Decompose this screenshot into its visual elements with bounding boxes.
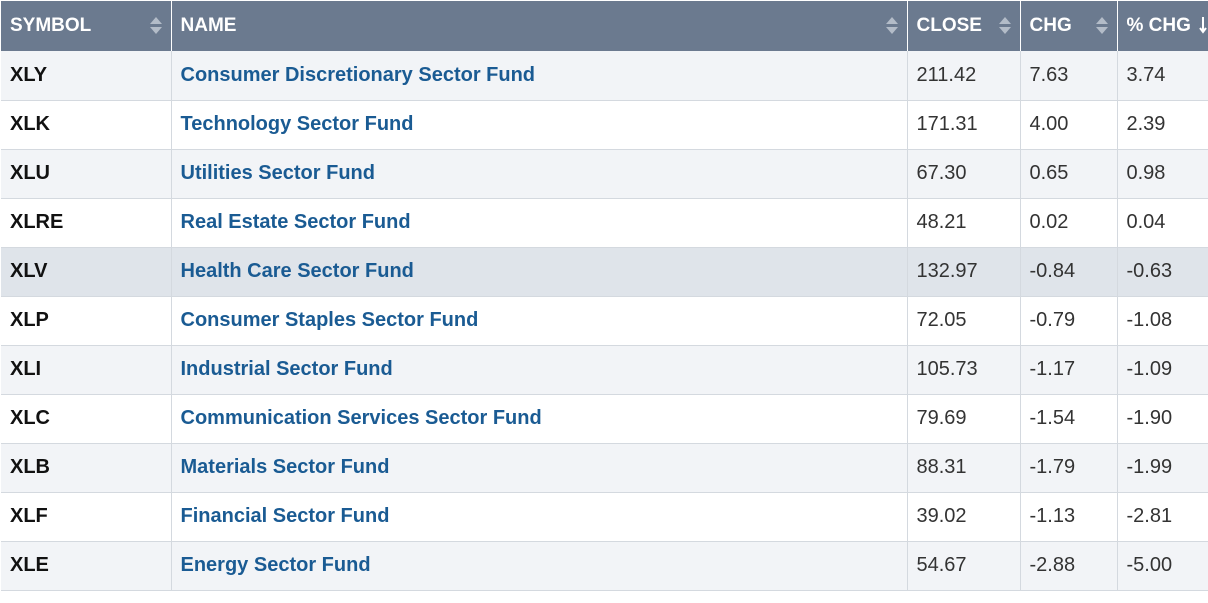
name-cell: Real Estate Sector Fund [171,198,908,247]
symbol-cell: XLV [1,247,172,296]
name-cell: Materials Sector Fund [171,443,908,492]
fund-name-link[interactable]: Consumer Discretionary Sector Fund [180,63,536,86]
sector-funds-table: SYMBOL NAME CLOSE CHG % CHG [1,1,1208,591]
fund-name-link[interactable]: Technology Sector Fund [180,113,414,135]
close-cell: 132.97 [907,247,1021,296]
pct-chg-cell: -1.90 [1117,394,1208,443]
chg-cell: 0.02 [1020,198,1118,247]
column-header-label: % CHG [1126,15,1191,36]
column-header-label: NAME [180,15,237,36]
close-cell: 88.31 [907,443,1021,492]
table-row[interactable]: XLP Consumer Staples Sector Fund 72.05 -0.7… [1,296,1208,345]
name-cell: Technology Sector Fund [171,100,908,149]
close-cell: 105.73 [907,345,1021,394]
name-cell: Financial Sector Fund [171,492,908,541]
column-header-label: CHG [1029,15,1072,36]
name-cell: Industrial Sector Fund [171,345,908,394]
column-header-pct-chg[interactable]: % CHG [1117,1,1208,51]
close-cell: 39.02 [907,492,1021,541]
fund-name-link[interactable]: Energy Sector Fund [180,554,371,576]
symbol-cell: XLU [1,149,172,198]
close-cell: 72.05 [907,296,1021,345]
table-row[interactable]: XLU Utilities Sector Fund 67.30 0.65 0.98 [1,149,1208,198]
sort-both-icon[interactable] [998,17,1011,35]
table-row[interactable]: XLC Communication Services Sector Fund 79.… [1,394,1208,443]
fund-name-link[interactable]: Materials Sector Fund [180,456,390,478]
column-header-symbol[interactable]: SYMBOL [1,1,172,51]
name-cell: Consumer Discretionary Sector Fund [171,51,908,100]
column-header-chg[interactable]: CHG [1020,1,1118,51]
sort-both-icon[interactable] [1095,17,1108,35]
chg-cell: -1.54 [1020,394,1118,443]
table-row[interactable]: XLK Technology Sector Fund 171.31 4.00 2.39 [1,100,1208,149]
close-cell: 67.30 [907,149,1021,198]
close-cell: 48.21 [907,198,1021,247]
chg-cell: 7.63 [1020,51,1118,100]
fund-name-link[interactable]: Real Estate Sector Fund [180,211,411,233]
table-row[interactable]: XLB Materials Sector Fund 88.31 -1.79 -1.99 [1,443,1208,492]
pct-chg-cell: -1.99 [1117,443,1208,492]
symbol-cell: XLRE [1,198,172,247]
fund-name-link[interactable]: Industrial Sector Fund [180,358,393,380]
pct-chg-cell: -0.63 [1117,247,1208,296]
sort-descending-icon[interactable] [1199,15,1208,35]
name-cell: Energy Sector Fund [171,541,908,590]
table-row[interactable]: XLE Energy Sector Fund 54.67 -2.88 -5.00 [1,541,1208,590]
table-row[interactable]: XLI Industrial Sector Fund 105.73 -1.17 -1.0… [1,345,1208,394]
pct-chg-cell: 0.98 [1117,149,1208,198]
table-row[interactable]: XLRE Real Estate Sector Fund 48.21 0.02 0.04 [1,198,1208,247]
fund-name-link[interactable]: Consumer Staples Sector Fund [180,309,479,331]
symbol-cell: XLY [1,51,172,100]
symbol-cell: XLK [1,100,172,149]
column-header-close[interactable]: CLOSE [907,1,1021,51]
symbol-cell: XLP [1,296,172,345]
chg-cell: 0.65 [1020,149,1118,198]
fund-name-link[interactable]: Utilities Sector Fund [180,162,375,184]
pct-chg-cell: -1.09 [1117,345,1208,394]
column-header-label: SYMBOL [10,15,92,36]
close-cell: 171.31 [907,100,1021,149]
column-header-name[interactable]: NAME [171,1,908,51]
pct-chg-cell: -2.81 [1117,492,1208,541]
close-cell: 54.67 [907,541,1021,590]
table-row[interactable]: XLV Health Care Sector Fund 132.97 -0.84 -0.… [1,247,1208,296]
pct-chg-cell: 3.74 [1117,51,1208,100]
pct-chg-cell: 0.04 [1117,198,1208,247]
chg-cell: -0.84 [1020,247,1118,296]
fund-name-link[interactable]: Financial Sector Fund [180,505,390,527]
symbol-cell: XLF [1,492,172,541]
chg-cell: 4.00 [1020,100,1118,149]
table-header-row: SYMBOL NAME CLOSE CHG % CHG [1,1,1208,51]
chg-cell: -1.13 [1020,492,1118,541]
fund-name-link[interactable]: Communication Services Sector Fund [180,407,542,429]
symbol-cell: XLI [1,345,172,394]
symbol-cell: XLE [1,541,172,590]
sort-both-icon[interactable] [149,17,162,35]
close-cell: 211.42 [907,51,1021,100]
close-cell: 79.69 [907,394,1021,443]
pct-chg-cell: -5.00 [1117,541,1208,590]
chg-cell: -1.79 [1020,443,1118,492]
pct-chg-cell: -1.08 [1117,296,1208,345]
column-header-label: CLOSE [916,15,982,36]
name-cell: Communication Services Sector Fund [171,394,908,443]
name-cell: Health Care Sector Fund [171,247,908,296]
sort-both-icon[interactable] [885,17,898,35]
table-row[interactable]: XLY Consumer Discretionary Sector Fund 211… [1,51,1208,100]
symbol-cell: XLC [1,394,172,443]
name-cell: Utilities Sector Fund [171,149,908,198]
name-cell: Consumer Staples Sector Fund [171,296,908,345]
pct-chg-cell: 2.39 [1117,100,1208,149]
table-row[interactable]: XLF Financial Sector Fund 39.02 -1.13 -2.81 [1,492,1208,541]
chg-cell: -2.88 [1020,541,1118,590]
chg-cell: -1.17 [1020,345,1118,394]
symbol-cell: XLB [1,443,172,492]
fund-name-link[interactable]: Health Care Sector Fund [180,260,414,282]
chg-cell: -0.79 [1020,296,1118,345]
